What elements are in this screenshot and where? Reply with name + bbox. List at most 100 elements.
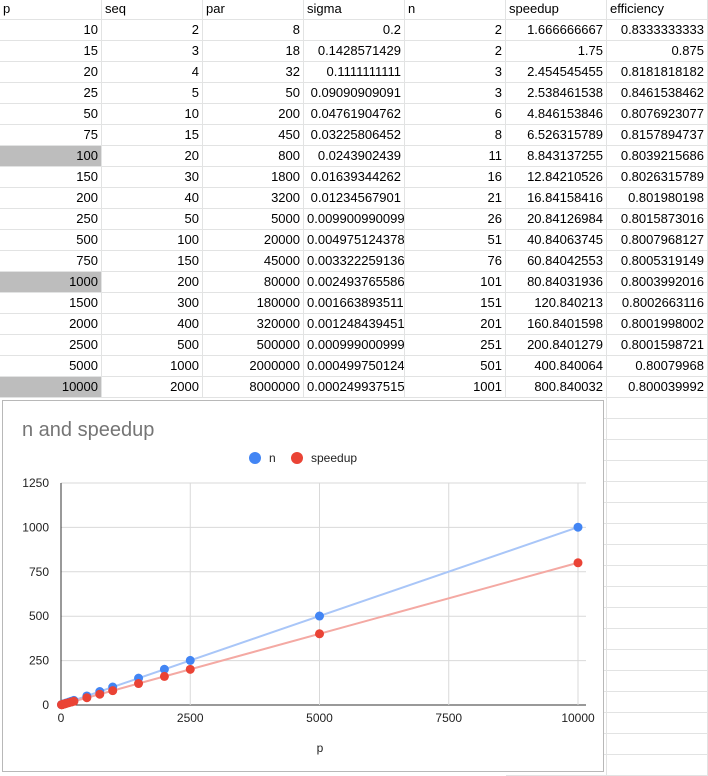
empty-cell[interactable] <box>607 440 708 461</box>
cell-speedup[interactable]: 40.84063745 <box>506 230 607 251</box>
cell-speedup[interactable]: 2.454545455 <box>506 62 607 83</box>
cell-efficiency[interactable]: 0.875 <box>607 41 708 62</box>
cell-sigma[interactable]: 0.002493765586 <box>304 272 405 293</box>
cell-speedup[interactable]: 6.526315789 <box>506 125 607 146</box>
cell-efficiency[interactable]: 0.8157894737 <box>607 125 708 146</box>
cell-seq[interactable]: 1000 <box>102 356 203 377</box>
cell-par[interactable]: 80000 <box>203 272 304 293</box>
cell-p[interactable]: 25 <box>0 83 102 104</box>
cell-seq[interactable]: 200 <box>102 272 203 293</box>
cell-seq[interactable]: 4 <box>102 62 203 83</box>
cell-sigma[interactable]: 0.001248439451 <box>304 314 405 335</box>
cell-seq[interactable]: 20 <box>102 146 203 167</box>
cell-seq[interactable]: 2 <box>102 20 203 41</box>
cell-seq[interactable]: 300 <box>102 293 203 314</box>
cell-par[interactable]: 20000 <box>203 230 304 251</box>
cell-par[interactable]: 320000 <box>203 314 304 335</box>
cell-efficiency[interactable]: 0.8461538462 <box>607 83 708 104</box>
empty-cell[interactable] <box>607 734 708 755</box>
column-header-seq[interactable]: seq <box>102 0 203 20</box>
cell-sigma[interactable]: 0.0009990009990 <box>304 335 405 356</box>
cell-efficiency[interactable]: 0.8015873016 <box>607 209 708 230</box>
cell-seq[interactable]: 150 <box>102 251 203 272</box>
cell-efficiency[interactable]: 0.8007968127 <box>607 230 708 251</box>
cell-par[interactable]: 200 <box>203 104 304 125</box>
cell-efficiency[interactable]: 0.8005319149 <box>607 251 708 272</box>
cell-n[interactable]: 11 <box>405 146 506 167</box>
cell-sigma[interactable]: 0.001663893511 <box>304 293 405 314</box>
empty-cell[interactable] <box>607 608 708 629</box>
cell-efficiency[interactable]: 0.8002663116 <box>607 293 708 314</box>
cell-p[interactable]: 20 <box>0 62 102 83</box>
cell-sigma[interactable]: 0.1428571429 <box>304 41 405 62</box>
cell-n[interactable]: 2 <box>405 20 506 41</box>
empty-cell[interactable] <box>607 713 708 734</box>
cell-sigma[interactable]: 0.01639344262 <box>304 167 405 188</box>
cell-seq[interactable]: 2000 <box>102 377 203 398</box>
empty-cell[interactable] <box>607 650 708 671</box>
cell-sigma[interactable]: 0.0004997501249 <box>304 356 405 377</box>
cell-efficiency[interactable]: 0.8001598721 <box>607 335 708 356</box>
cell-speedup[interactable]: 2.538461538 <box>506 83 607 104</box>
cell-p[interactable]: 100 <box>0 146 102 167</box>
cell-seq[interactable]: 100 <box>102 230 203 251</box>
empty-cell[interactable] <box>607 398 708 419</box>
cell-n[interactable]: 201 <box>405 314 506 335</box>
cell-sigma[interactable]: 0.1111111111 <box>304 62 405 83</box>
cell-n[interactable]: 101 <box>405 272 506 293</box>
cell-p[interactable]: 10 <box>0 20 102 41</box>
scatter-chart[interactable]: n and speedup n speedup 0 250 500 750 1000 125… <box>2 400 604 772</box>
cell-n[interactable]: 2 <box>405 41 506 62</box>
cell-speedup[interactable]: 16.84158416 <box>506 188 607 209</box>
empty-cell[interactable] <box>607 629 708 650</box>
cell-efficiency[interactable]: 0.801980198 <box>607 188 708 209</box>
empty-cell[interactable] <box>607 587 708 608</box>
cell-sigma[interactable]: 0.03225806452 <box>304 125 405 146</box>
cell-p[interactable]: 15 <box>0 41 102 62</box>
cell-par[interactable]: 45000 <box>203 251 304 272</box>
cell-speedup[interactable]: 1.75 <box>506 41 607 62</box>
cell-seq[interactable]: 5 <box>102 83 203 104</box>
cell-par[interactable]: 3200 <box>203 188 304 209</box>
cell-sigma[interactable]: 0.01234567901 <box>304 188 405 209</box>
empty-cell[interactable] <box>607 419 708 440</box>
cell-sigma[interactable]: 0.0002499375156 <box>304 377 405 398</box>
cell-speedup[interactable]: 4.846153846 <box>506 104 607 125</box>
cell-speedup[interactable]: 120.840213 <box>506 293 607 314</box>
cell-par[interactable]: 800 <box>203 146 304 167</box>
cell-n[interactable]: 3 <box>405 62 506 83</box>
cell-p[interactable]: 200 <box>0 188 102 209</box>
cell-n[interactable]: 251 <box>405 335 506 356</box>
column-header-p[interactable]: p <box>0 0 102 20</box>
cell-par[interactable]: 18 <box>203 41 304 62</box>
cell-p[interactable]: 2000 <box>0 314 102 335</box>
cell-speedup[interactable]: 1.666666667 <box>506 20 607 41</box>
cell-par[interactable]: 50 <box>203 83 304 104</box>
column-header-n[interactable]: n <box>405 0 506 20</box>
cell-par[interactable]: 450 <box>203 125 304 146</box>
cell-sigma[interactable]: 0.003322259136 <box>304 251 405 272</box>
cell-n[interactable]: 501 <box>405 356 506 377</box>
cell-p[interactable]: 250 <box>0 209 102 230</box>
cell-par[interactable]: 8000000 <box>203 377 304 398</box>
cell-efficiency[interactable]: 0.8001998002 <box>607 314 708 335</box>
cell-sigma[interactable]: 0.004975124378 <box>304 230 405 251</box>
cell-n[interactable]: 8 <box>405 125 506 146</box>
cell-speedup[interactable]: 20.84126984 <box>506 209 607 230</box>
column-header-speedup[interactable]: speedup <box>506 0 607 20</box>
cell-seq[interactable]: 30 <box>102 167 203 188</box>
cell-par[interactable]: 5000 <box>203 209 304 230</box>
cell-efficiency[interactable]: 0.8076923077 <box>607 104 708 125</box>
cell-par[interactable]: 500000 <box>203 335 304 356</box>
cell-p[interactable]: 5000 <box>0 356 102 377</box>
column-header-sigma[interactable]: sigma <box>304 0 405 20</box>
cell-efficiency[interactable]: 0.800039992 <box>607 377 708 398</box>
cell-seq[interactable]: 50 <box>102 209 203 230</box>
cell-p[interactable]: 10000 <box>0 377 102 398</box>
cell-speedup[interactable]: 12.84210526 <box>506 167 607 188</box>
cell-n[interactable]: 1001 <box>405 377 506 398</box>
cell-efficiency[interactable]: 0.8181818182 <box>607 62 708 83</box>
cell-sigma[interactable]: 0.2 <box>304 20 405 41</box>
cell-efficiency[interactable]: 0.8003992016 <box>607 272 708 293</box>
